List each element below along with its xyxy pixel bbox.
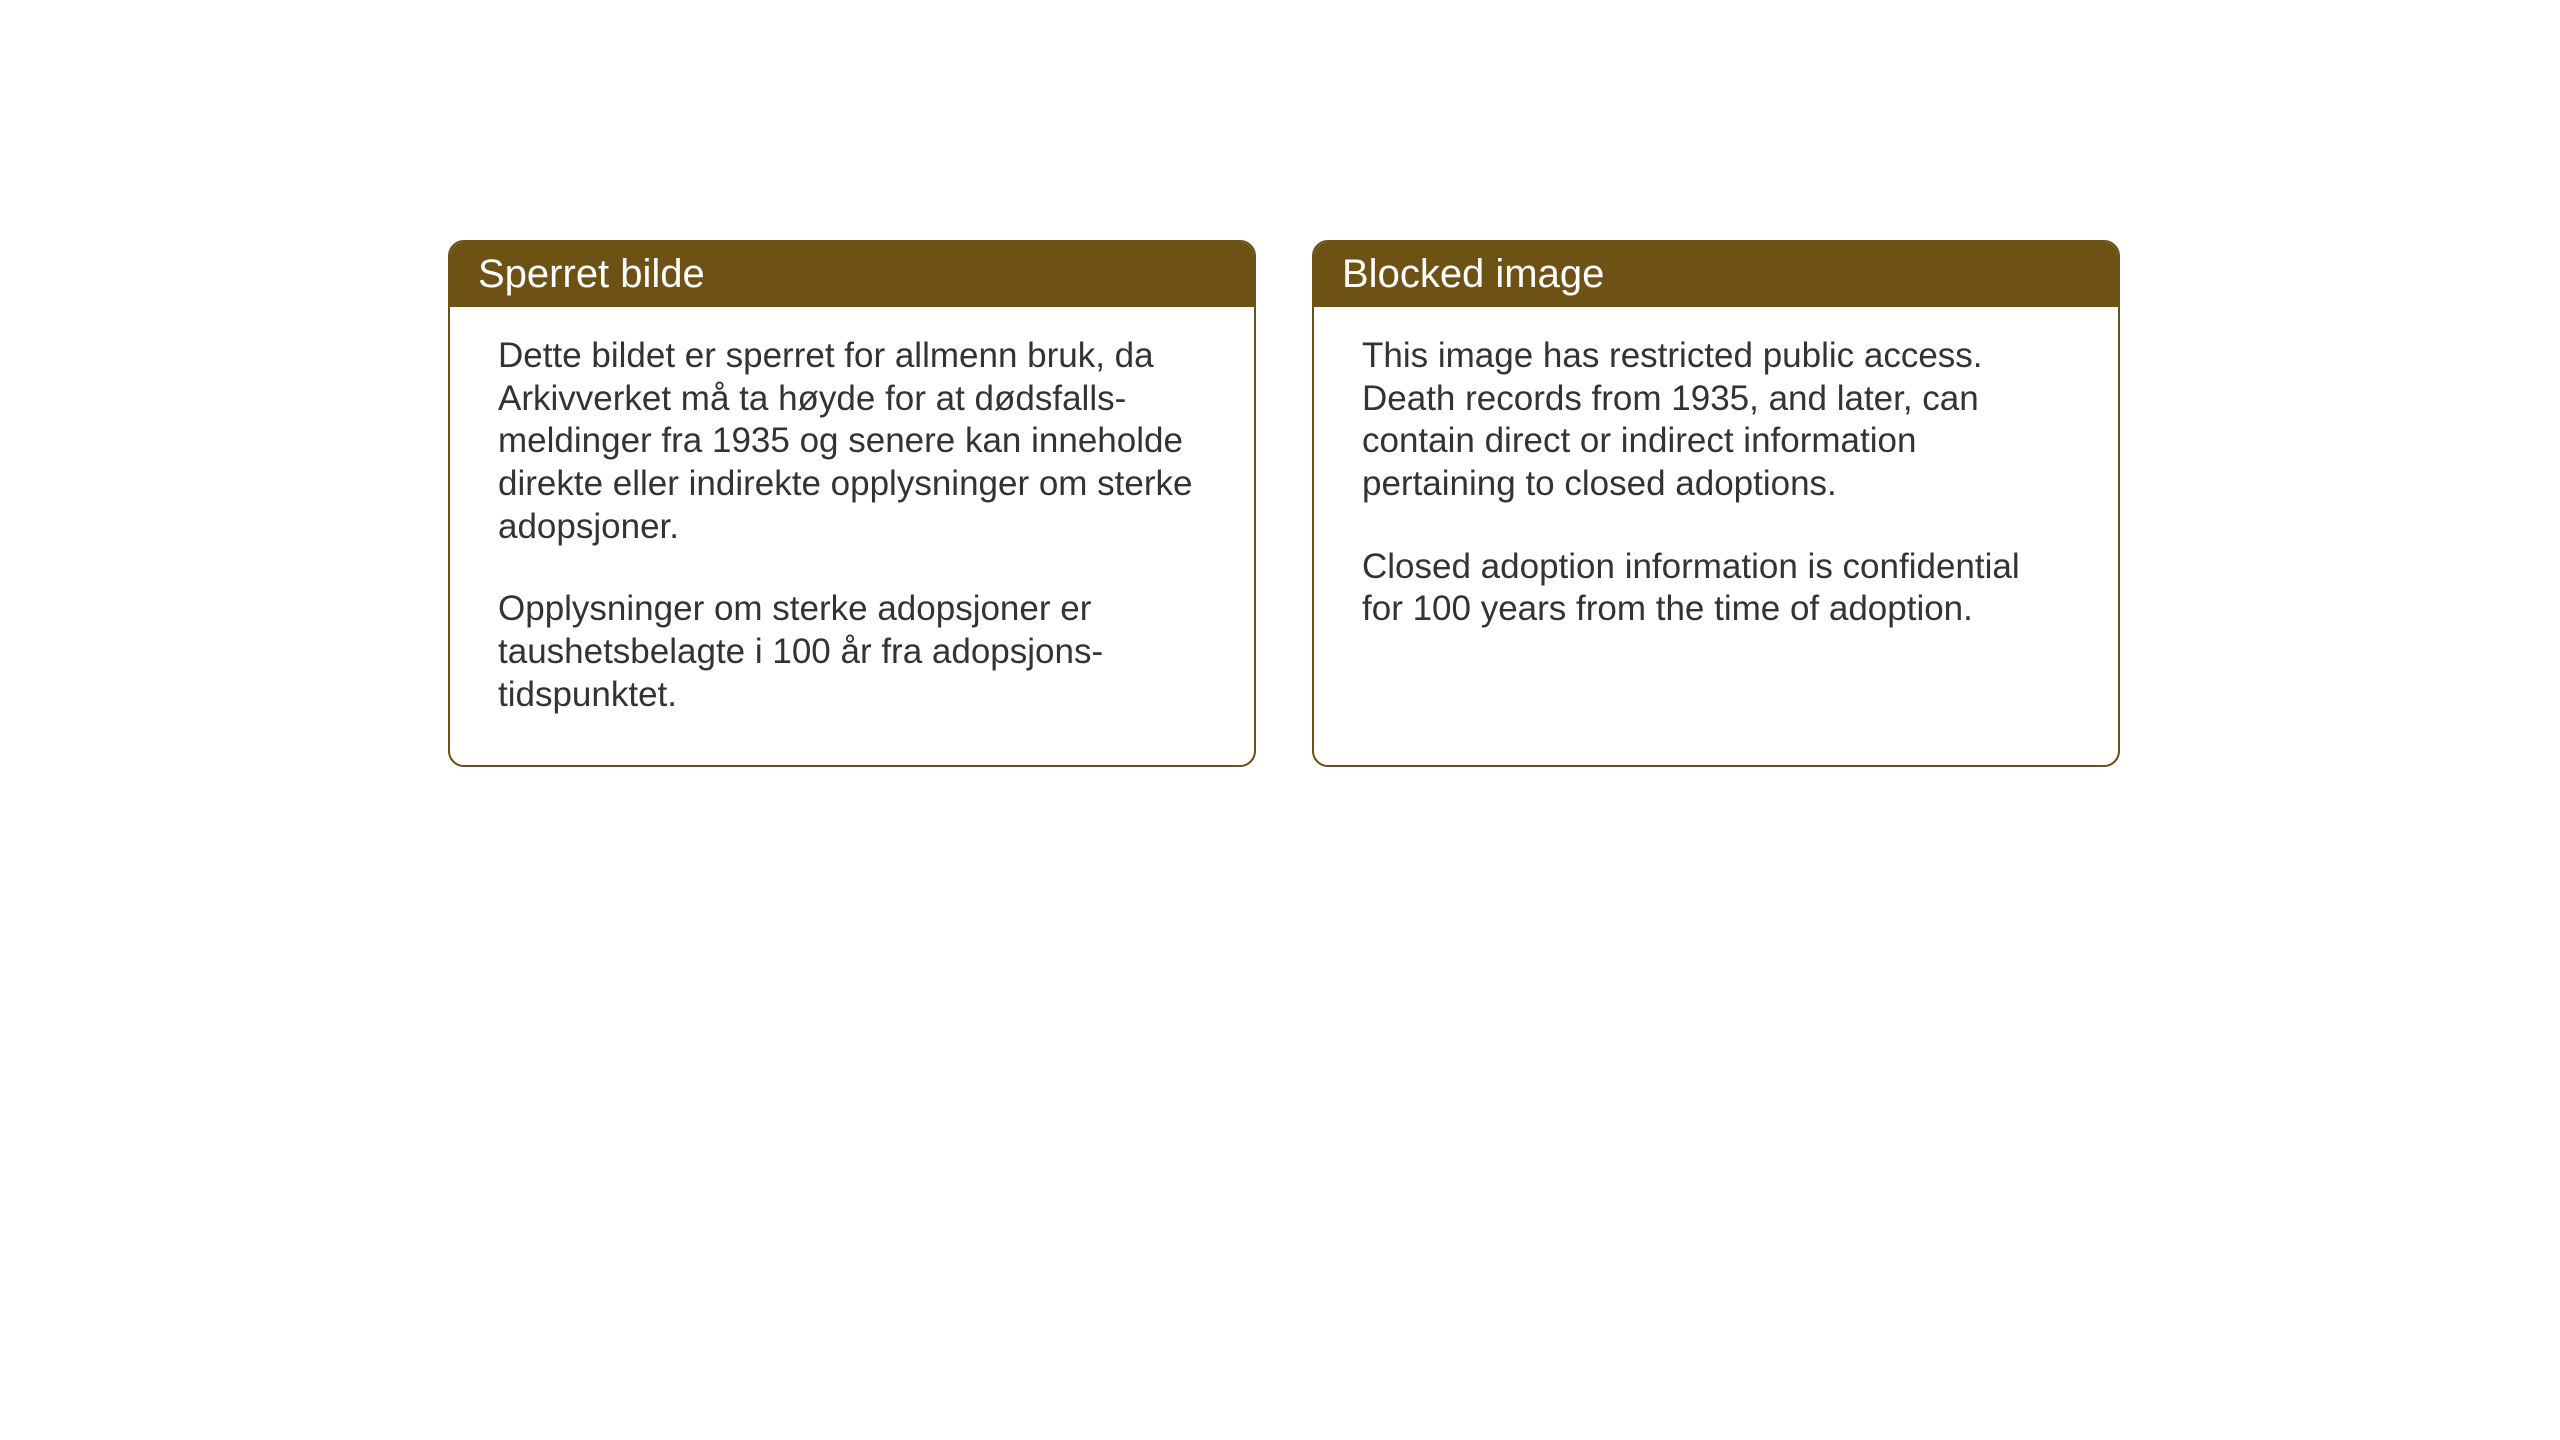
notice-paragraph: Dette bildet er sperret for allmenn bruk… <box>498 335 1206 548</box>
notice-header-english: Blocked image <box>1314 242 2118 307</box>
notice-header-norwegian: Sperret bilde <box>450 242 1254 307</box>
notice-title: Sperret bilde <box>478 252 705 296</box>
notice-body-norwegian: Dette bildet er sperret for allmenn bruk… <box>450 307 1254 765</box>
notice-paragraph: This image has restricted public access.… <box>1362 335 2070 506</box>
notice-card-english: Blocked image This image has restricted … <box>1312 240 2120 767</box>
notice-card-norwegian: Sperret bilde Dette bildet er sperret fo… <box>448 240 1256 767</box>
notice-title: Blocked image <box>1342 252 1604 296</box>
notice-paragraph: Opplysninger om sterke adopsjoner er tau… <box>498 588 1206 716</box>
notice-container: Sperret bilde Dette bildet er sperret fo… <box>448 240 2120 767</box>
notice-paragraph: Closed adoption information is confident… <box>1362 546 2070 631</box>
notice-body-english: This image has restricted public access.… <box>1314 307 2118 679</box>
